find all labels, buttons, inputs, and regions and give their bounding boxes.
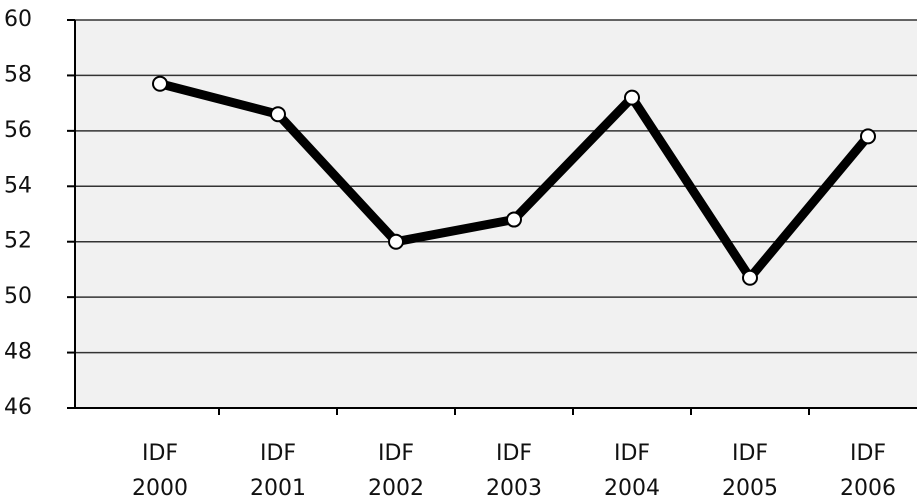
marker: [742, 269, 758, 286]
x-tick-label: IDF 2005: [722, 441, 778, 501]
x-tick-label: IDF 2002: [368, 441, 424, 501]
x-tick-label: IDF 2001: [250, 441, 306, 501]
y-tick-label: 56: [4, 118, 32, 143]
marker: [624, 89, 640, 106]
x-tick-label: IDF 2006: [840, 441, 896, 501]
marker: [270, 106, 286, 123]
y-tick-label: 46: [4, 395, 32, 420]
y-tick-label: 60: [4, 7, 32, 32]
marker: [860, 128, 876, 145]
plot-background: [75, 20, 917, 408]
y-tick-label: 52: [4, 229, 32, 254]
y-tick-label: 58: [4, 62, 32, 87]
y-tick-label: 50: [4, 284, 32, 309]
x-tick-label: IDF 2003: [486, 441, 542, 501]
marker: [152, 75, 168, 92]
y-tick-label: 48: [4, 340, 32, 365]
y-tick-label: 54: [4, 173, 32, 198]
x-tick-label: IDF 2000: [132, 441, 188, 501]
marker: [388, 233, 404, 250]
marker: [506, 211, 522, 228]
x-tick-label: IDF 2004: [604, 441, 660, 501]
